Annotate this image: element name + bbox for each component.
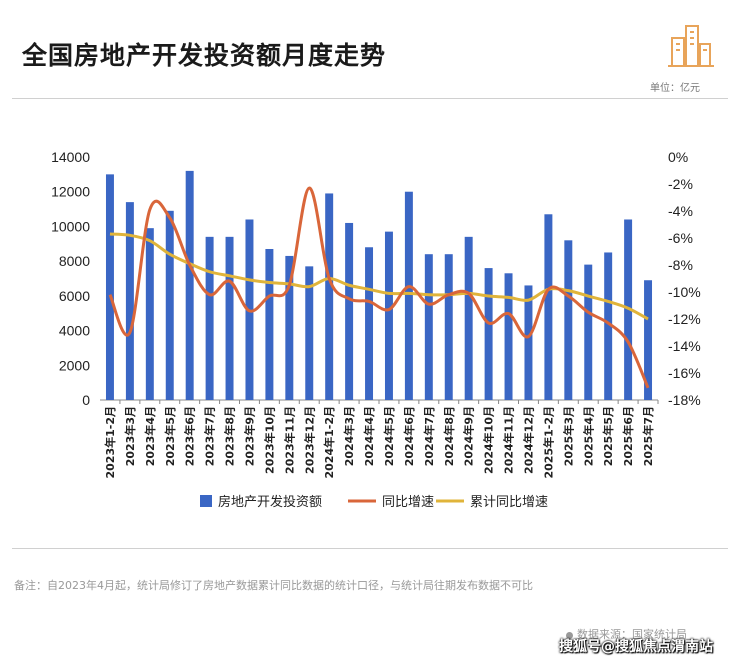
x-tick-label: 2024年3月 (342, 406, 356, 466)
bar (644, 280, 653, 400)
x-tick-label: 2024年7月 (422, 406, 436, 466)
bar (464, 236, 473, 400)
x-tick-label: 2025年4月 (581, 406, 595, 466)
x-tick-label: 2024年6月 (402, 406, 416, 466)
bar (285, 255, 294, 400)
data-source-text: 数据来源：国家统计局 (577, 628, 687, 641)
bar (365, 247, 374, 400)
left-tick-label: 6000 (59, 288, 90, 304)
bar (105, 174, 114, 400)
bar (424, 254, 433, 400)
x-tick-label: 2023年6月 (183, 406, 197, 466)
bar (225, 236, 234, 400)
chart-legend: 房地产开发投资额 同比增速 累计同比增速 (200, 494, 548, 510)
left-tick-label: 4000 (59, 323, 90, 339)
bar (325, 193, 334, 400)
x-tick-label: 2023年9月 (242, 406, 256, 466)
bar (504, 273, 513, 400)
x-tick-label: 2023年4月 (143, 406, 157, 466)
x-tick-label: 2023年11月 (282, 406, 296, 474)
x-tick-label: 2024年12月 (521, 406, 535, 474)
bar (524, 285, 533, 400)
bar (484, 268, 493, 400)
right-tick-label: -6% (668, 230, 693, 246)
right-tick-label: -16% (668, 365, 701, 381)
left-tick-label: 10000 (51, 218, 90, 234)
line-series (108, 186, 650, 389)
bar (404, 191, 413, 400)
bullet-icon (566, 631, 573, 639)
footer-divider (12, 548, 728, 549)
x-tick-label: 2024年5月 (382, 406, 396, 466)
left-tick-label: 8000 (59, 253, 90, 269)
page-title: 全国房地产开发投资额月度走势 (22, 41, 387, 70)
bar (265, 248, 274, 400)
bar (345, 222, 354, 400)
x-tick-label: 2023年12月 (302, 406, 316, 474)
right-tick-label: -14% (668, 338, 701, 354)
chart-axes: 0 2000 4000 6000 8000 10000 12000 14000 -18% -16%… (51, 149, 701, 479)
watermark: 搜狐号@搜狐焦点渭南站 (559, 639, 713, 655)
left-tick-label: 12000 (51, 184, 90, 200)
bar (384, 231, 393, 400)
header-divider (12, 98, 728, 99)
bar (205, 236, 214, 400)
x-tick-label: 2024年11月 (502, 406, 516, 474)
bar (165, 210, 174, 400)
bar (145, 228, 154, 400)
x-tick-label: 2023年5月 (163, 406, 177, 466)
investment-chart: 0 2000 4000 6000 8000 10000 12000 14000 -18% -16%… (51, 149, 701, 510)
data-source: 数据来源：国家统计局 (566, 626, 687, 642)
bar (444, 254, 453, 400)
bar (125, 202, 134, 400)
bar (604, 252, 613, 400)
right-tick-label: -4% (668, 203, 693, 219)
bar (544, 214, 553, 400)
x-tick-label: 2023年7月 (203, 406, 217, 466)
legend-label-investment: 房地产开发投资额 (218, 494, 322, 510)
bar (584, 264, 593, 400)
buildings-logo-icon (668, 25, 714, 67)
x-tick-label: 2023年1-2月 (103, 406, 117, 479)
x-tick-label: 2024年8月 (442, 406, 456, 466)
unit-label: 单位：亿元 (650, 83, 700, 94)
right-tick-label: -2% (668, 176, 693, 192)
left-tick-label: 0 (82, 392, 90, 408)
x-tick-label: 2023年8月 (223, 406, 237, 466)
legend-swatch-bar (200, 495, 212, 507)
footnote: 备注：自2023年4月起，统计局修订了房地产数据累计同比数据的统计口径，与统计局… (14, 579, 533, 592)
x-tick-label: 2025年3月 (561, 406, 575, 466)
legend-label-cumulative: 累计同比增速 (470, 495, 548, 510)
x-tick-label: 2023年3月 (123, 406, 137, 466)
right-tick-label: -10% (668, 284, 701, 300)
bar (185, 170, 194, 400)
x-tick-label: 2025年6月 (621, 406, 635, 466)
x-tick-label: 2024年10月 (482, 406, 496, 474)
x-tick-label: 2024年1-2月 (322, 406, 336, 479)
x-tick-label: 2023年10月 (262, 406, 276, 474)
x-tick-label: 2024年9月 (462, 406, 476, 466)
left-tick-label: 14000 (51, 149, 90, 165)
x-tick-label: 2025年1-2月 (541, 406, 555, 479)
x-tick-label: 2025年5月 (601, 406, 615, 466)
right-tick-label: -18% (668, 392, 701, 408)
legend-label-yoy: 同比增速 (382, 495, 434, 510)
left-tick-label: 2000 (59, 357, 90, 373)
yoy-line (108, 186, 650, 389)
right-tick-label: -12% (668, 311, 701, 327)
x-tick-label: 2025年7月 (641, 406, 655, 466)
right-tick-label: -8% (668, 257, 693, 273)
bar-series (105, 170, 653, 400)
right-tick-label: 0% (668, 149, 688, 165)
bar (305, 266, 314, 400)
bar (564, 240, 573, 400)
x-tick-label: 2024年4月 (362, 406, 376, 466)
